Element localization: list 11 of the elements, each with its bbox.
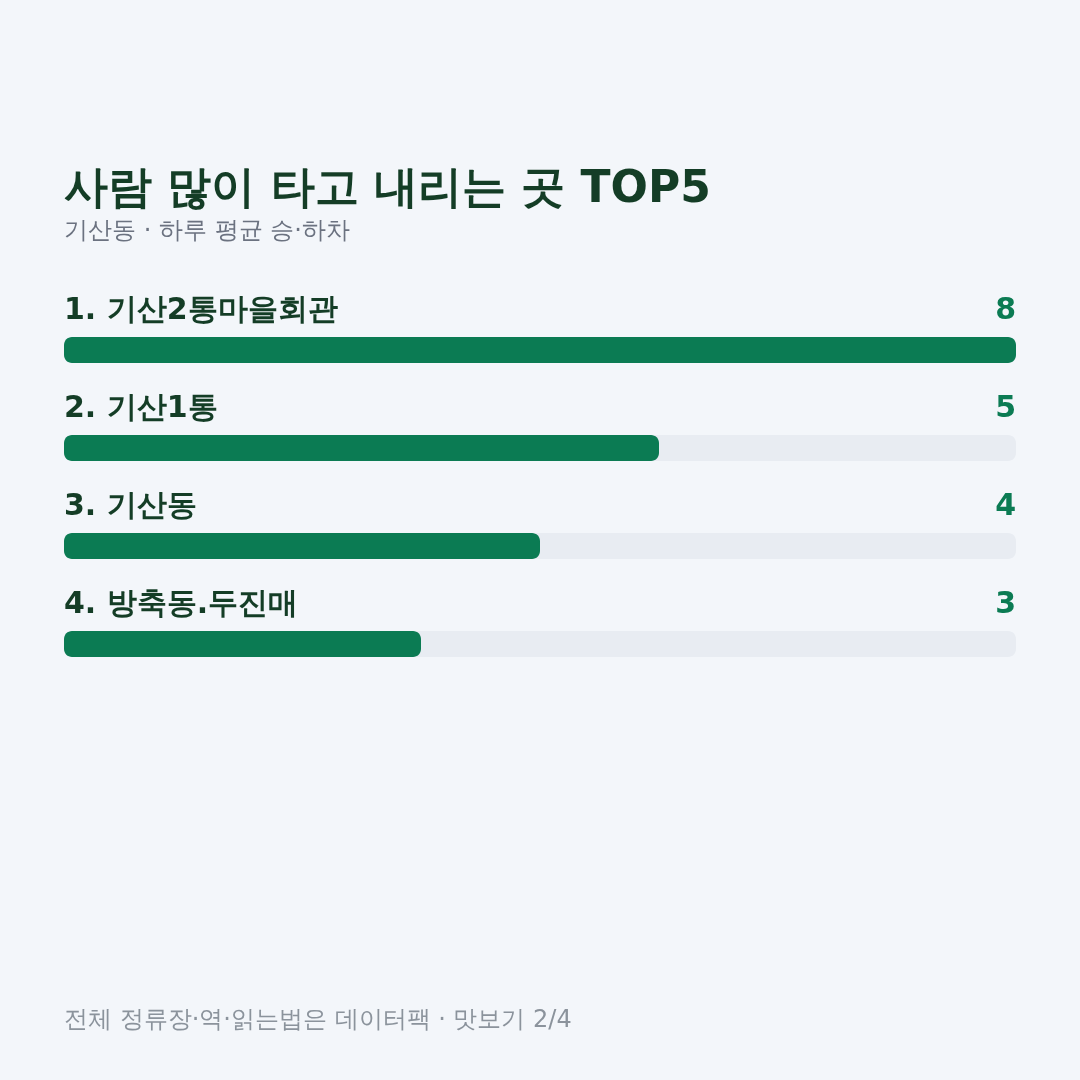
y-tick-label: 2. 기산1통	[64, 389, 218, 424]
y-tick-label: 3. 기산동	[64, 487, 197, 522]
y-tick-label: 1. 기산2통마을회관	[64, 291, 338, 326]
data-label: 8	[995, 291, 1016, 326]
data-label: 5	[995, 389, 1016, 424]
chart-title: 사람 많이 타고 내리는 곳 TOP5	[64, 161, 711, 212]
chart-subtitle: 기산동 · 하루 평균 승·하차	[64, 216, 350, 244]
data-label: 4	[995, 487, 1016, 522]
data-label: 3	[995, 585, 1016, 620]
y-tick-label: 4. 방축동.두진매	[64, 585, 299, 620]
text: 전체 정류장·역·읽는법은 데이터팩 · 맛보기 2/4	[64, 1005, 572, 1033]
